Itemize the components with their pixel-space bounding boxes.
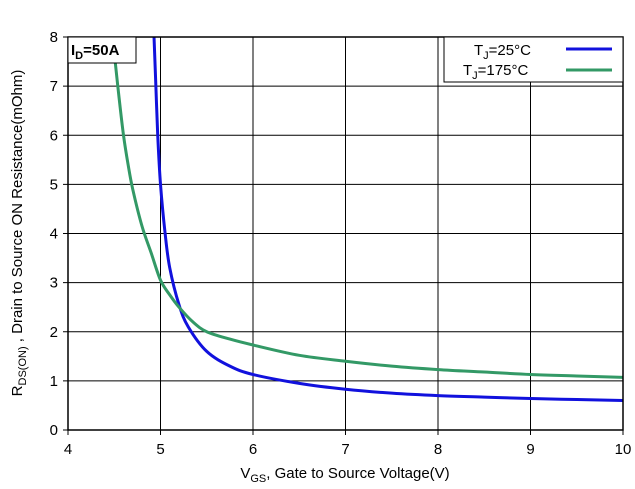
series-line-175c [113, 61, 623, 379]
legend-label-175c: TJ=175°C [463, 62, 528, 82]
x-tick-label: 6 [249, 441, 257, 458]
legend: TJ=25°C TJ=175°C [443, 36, 624, 83]
legend-box [443, 36, 624, 83]
y-tick-label: 0 [50, 422, 58, 439]
x-tick-label: 5 [156, 441, 164, 458]
x-tick-labels: 4 5 6 7 8 9 10 [64, 441, 632, 458]
annotation-box [67, 36, 137, 64]
y-tick-label: 6 [50, 127, 58, 144]
x-axis-label: VGS, Gate to Source Voltage(V) [240, 465, 449, 485]
series-line-25c [152, 37, 623, 403]
legend-label-25c: TJ=25°C [474, 42, 531, 62]
plot-frame [67, 36, 624, 431]
current-annotation: ID=50A [71, 42, 120, 62]
y-tick-label: 1 [50, 373, 58, 390]
x-tick-label: 8 [434, 441, 442, 458]
series-layer [113, 37, 623, 403]
x-tick-label: 4 [64, 441, 72, 458]
x-tick-label: 7 [341, 441, 349, 458]
grid [63, 36, 624, 435]
y-tick-labels: 0 1 2 3 4 5 6 7 8 [50, 29, 58, 439]
y-tick-label: 7 [50, 78, 58, 95]
y-tick-label: 5 [50, 176, 58, 193]
y-tick-label: 8 [50, 29, 58, 46]
y-axis-label: RDS(ON) , Drain to Source ON Resistance(… [9, 70, 29, 397]
x-tick-label: 9 [526, 441, 534, 458]
y-tick-label: 2 [50, 324, 58, 341]
y-tick-label: 4 [50, 226, 58, 243]
y-tick-label: 3 [50, 275, 58, 292]
x-tick-label: 10 [615, 441, 632, 458]
